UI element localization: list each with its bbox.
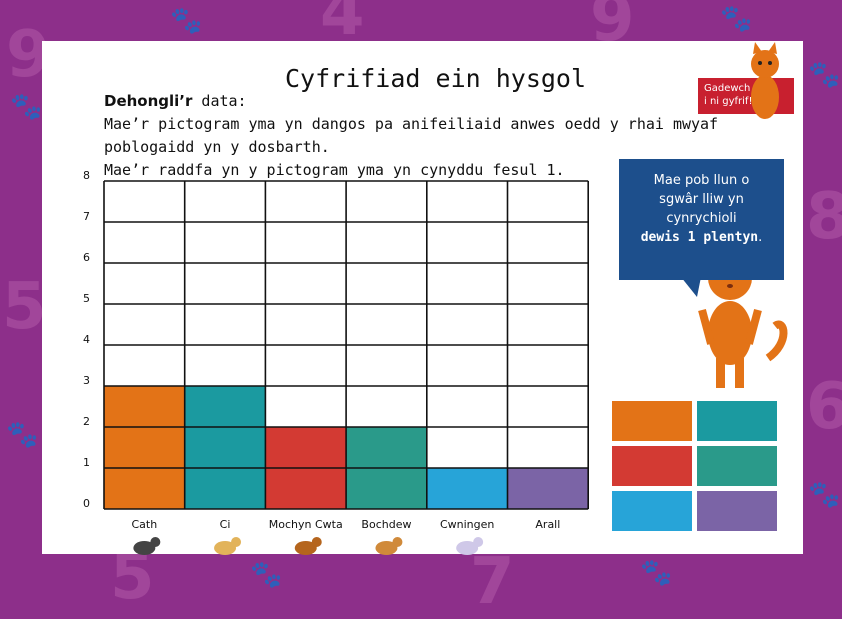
y-tick-label: 6 (83, 251, 90, 264)
colour-swatch (697, 401, 777, 441)
category-label: Bochdew (361, 518, 411, 531)
category-label: Cath (131, 518, 157, 531)
page-title: Cyfrifiad ein hysgol (285, 64, 587, 93)
bar-square (426, 468, 508, 509)
y-tick-label: 2 (83, 415, 90, 428)
description-line-2: poblogaidd yn y dosbarth. (104, 138, 330, 156)
colour-swatch (697, 491, 777, 531)
background-number: 8 (806, 180, 842, 254)
pet-picture (294, 541, 317, 555)
pet-picture-head (231, 537, 242, 547)
pet-picture-head (473, 537, 484, 547)
background-number: 6 (806, 370, 842, 444)
speech-tail (681, 277, 701, 297)
speech-bold: dewis 1 plentyn (640, 230, 759, 245)
y-tick-label: 7 (83, 210, 90, 223)
y-tick-label: 5 (83, 292, 90, 305)
pet-picture-head (311, 537, 322, 547)
intro-rest: data: (192, 92, 247, 110)
background-number: 5 (2, 270, 47, 344)
bar-square (346, 427, 427, 468)
description-line-1: Mae’r pictogram yma yn dangos pa anifeil… (104, 115, 719, 133)
bar-square (184, 427, 266, 468)
pet-picture (133, 541, 156, 555)
category-label: Ci (220, 518, 231, 531)
scale-line: Mae’r raddfa yn y pictogram yma yn cynyd… (104, 161, 565, 179)
paw-icon: 🐾 (6, 420, 39, 450)
colour-swatch (612, 401, 692, 441)
colour-swatch (612, 491, 692, 531)
bar-square (104, 386, 185, 427)
paw-icon: 🐾 (250, 560, 283, 590)
bar-square (265, 468, 347, 509)
intro-line: Dehongli’r data: (104, 92, 247, 110)
speech-line-3: cynrychioli (666, 211, 737, 226)
pet-picture (214, 541, 237, 555)
pet-picture-head (392, 537, 403, 547)
speech-end: . (758, 230, 763, 245)
bar-square (184, 468, 266, 509)
bar-square (104, 427, 185, 468)
paw-icon: 🐾 (170, 6, 203, 36)
y-tick-label: 8 (83, 169, 90, 182)
paw-icon: 🐾 (720, 4, 753, 34)
pet-picture (375, 541, 398, 555)
bar-square (346, 468, 427, 509)
logo-line-1: Gadewch (704, 83, 751, 94)
y-tick-label: 4 (83, 333, 90, 346)
bar-square (507, 468, 589, 509)
paw-icon: 🐾 (808, 60, 841, 90)
speech-bubble: Mae pob llun o sgwâr lliw yn cynrychioli… (619, 159, 784, 297)
y-tick-label: 0 (83, 497, 90, 510)
colour-swatch (612, 446, 692, 486)
pet-picture-head (150, 537, 161, 547)
cat-illustration-top (751, 42, 779, 119)
colour-swatch (697, 446, 777, 486)
bar-square (104, 468, 185, 509)
y-tick-label: 1 (83, 456, 90, 469)
paw-icon: 🐾 (10, 92, 43, 122)
speech-line-1: Mae pob llun o (653, 173, 750, 188)
pictogram-chart: 0 1 2 3 4 5 6 7 8 Cath Ci Mochyn Cwta Bochdew Cwning… (83, 169, 777, 555)
paw-icon: 🐾 (808, 480, 841, 510)
intro-label: Dehongli’r (104, 92, 193, 110)
category-label: Cwningen (440, 518, 494, 531)
speech-line-2: sgwâr lliw yn (659, 192, 744, 207)
category-label: Mochyn Cwta (269, 518, 343, 531)
speech-line-4: dewis 1 plentyn. (619, 228, 784, 247)
bar-square (184, 386, 266, 427)
paw-icon: 🐾 (640, 558, 673, 588)
logo-line-2: i ni gyfrif! (704, 96, 753, 107)
pet-picture (456, 541, 479, 555)
y-tick-label: 3 (83, 374, 90, 387)
bar-square (265, 427, 347, 468)
category-label: Arall (535, 518, 560, 531)
